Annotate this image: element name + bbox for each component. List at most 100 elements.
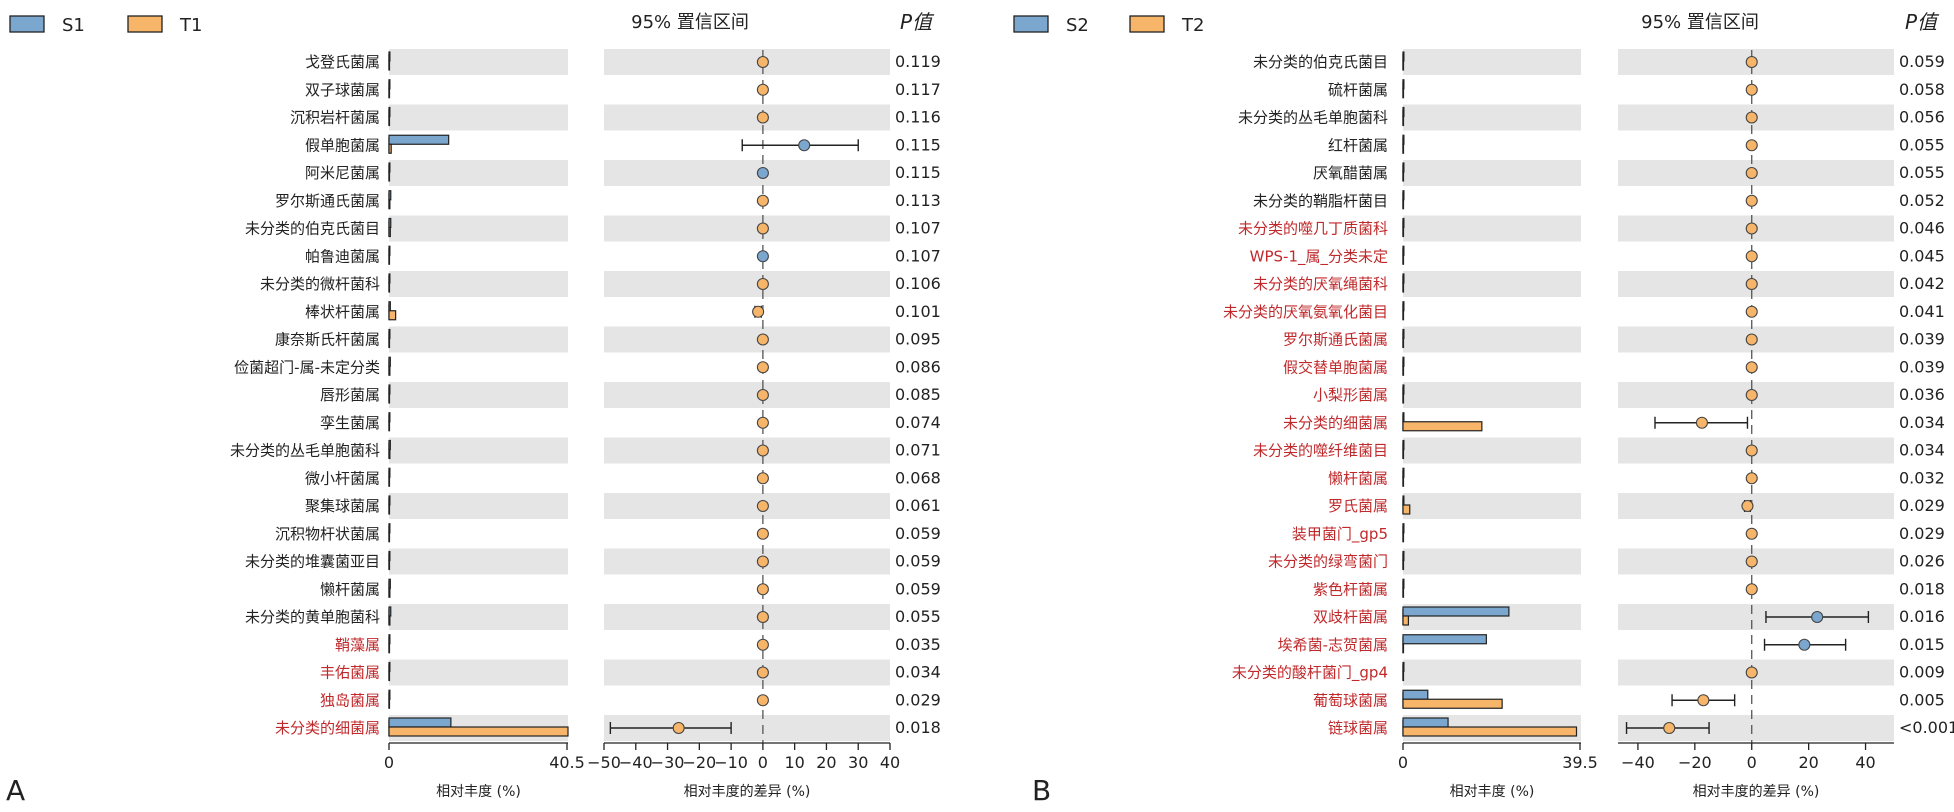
- p-value: 0.095: [895, 330, 941, 349]
- bar-t2: [1402, 643, 1405, 654]
- bar-s2: [1402, 301, 1405, 312]
- bar-t2: [1402, 365, 1405, 376]
- bar-t2: [1402, 254, 1405, 265]
- bar-t2: [1402, 282, 1405, 293]
- p-value: 0.101: [895, 302, 941, 321]
- panel-label: B: [1032, 774, 1051, 807]
- bar-s1: [388, 606, 392, 617]
- bar-t2: [1402, 476, 1405, 487]
- diff-point: [1745, 583, 1758, 596]
- diff-x-tick-label: 20: [1798, 753, 1818, 772]
- diff-point: [756, 83, 769, 96]
- diff-point: [1745, 333, 1758, 346]
- bar-t1: [388, 365, 391, 376]
- row-band: [389, 49, 568, 75]
- bar-x-tick-label: 0: [1398, 753, 1408, 772]
- bar-t1: [388, 60, 391, 71]
- diff-point: [1745, 83, 1758, 96]
- p-value: 0.005: [1899, 690, 1945, 709]
- diff-point: [1697, 694, 1710, 707]
- bar-t1: [388, 476, 391, 487]
- category-label: 未分类的伯克氏菌目: [1253, 53, 1388, 71]
- bar-s2: [1402, 550, 1405, 562]
- diff-point: [756, 361, 769, 374]
- p-value: 0.018: [895, 718, 941, 737]
- p-value: 0.086: [895, 357, 941, 376]
- row-band: [604, 437, 890, 464]
- diff-point: [756, 277, 769, 291]
- category-label: 沉积物杆状菌属: [275, 525, 380, 543]
- bar-s2: [1402, 79, 1405, 90]
- category-label: 装甲菌门_gp5: [1292, 525, 1388, 544]
- bar-s2: [1402, 717, 1449, 728]
- row-band: [1403, 548, 1581, 575]
- category-label: 懒杆菌属: [320, 580, 380, 598]
- category-label: 未分类的丛毛单胞菌科: [230, 442, 380, 460]
- bar-t1: [388, 310, 397, 321]
- p-value: 0.071: [895, 441, 941, 460]
- p-value: 0.029: [1899, 524, 1945, 543]
- row-band: [389, 104, 568, 131]
- p-value-title: P值: [900, 10, 935, 34]
- diff-point: [1798, 638, 1811, 651]
- diff-point: [1745, 166, 1758, 180]
- legend-swatch-t2: [1129, 15, 1165, 33]
- diff-point: [1745, 305, 1758, 318]
- bar-s1: [388, 51, 391, 62]
- bar-s2: [1402, 467, 1405, 478]
- diff-point: [756, 527, 769, 540]
- p-value: 0.029: [895, 690, 941, 709]
- row-band: [1403, 326, 1581, 353]
- category-label: 阿米尼菌属: [305, 164, 380, 182]
- panel-label: A: [6, 774, 25, 807]
- bar-t2: [1402, 559, 1405, 571]
- bar-t1: [388, 143, 392, 154]
- p-value: 0.107: [895, 246, 941, 265]
- bar-s2: [1402, 495, 1405, 506]
- bar-s1: [388, 106, 391, 118]
- p-value: 0.074: [895, 413, 941, 432]
- bar-s1: [388, 634, 391, 645]
- bar-s2: [1402, 245, 1405, 256]
- p-value: 0.116: [895, 108, 941, 127]
- diff-point: [756, 694, 769, 707]
- category-label: 厌氧醋菌属: [1313, 164, 1388, 182]
- category-label: 链球菌属: [1328, 719, 1388, 737]
- bar-t1: [388, 254, 391, 265]
- row-band: [604, 493, 890, 519]
- bar-t2: [1402, 421, 1483, 432]
- p-value: <0.001: [1899, 718, 1954, 737]
- category-label: 假单胞菌属: [305, 136, 380, 154]
- category-label: 红杆菌属: [1328, 136, 1388, 154]
- row-band: [604, 104, 890, 131]
- bar-s1: [388, 328, 391, 340]
- row-band: [1403, 160, 1581, 186]
- bar-s1: [388, 661, 391, 673]
- row-band: [389, 215, 568, 242]
- category-label: 未分类的绿弯菌门: [1268, 553, 1388, 571]
- p-value: 0.046: [1899, 219, 1945, 238]
- bar-s2: [1402, 106, 1405, 118]
- p-value: 0.055: [1899, 135, 1945, 154]
- bar-t2: [1402, 670, 1405, 682]
- bar-s1: [388, 550, 391, 562]
- category-label: 戈登氏菌属: [305, 53, 380, 71]
- p-value: 0.059: [895, 524, 941, 543]
- bar-t1: [388, 559, 391, 571]
- bar-s1: [388, 578, 391, 589]
- diff-x-tick-label: −20: [1678, 753, 1712, 772]
- bar-s1: [388, 717, 452, 728]
- bar-s2: [1402, 689, 1429, 700]
- diff-point: [1745, 555, 1758, 568]
- bar-s1: [388, 79, 391, 90]
- bar-t1: [388, 615, 391, 626]
- diff-point: [672, 721, 685, 735]
- p-value: 0.042: [1899, 274, 1945, 293]
- bar-s1: [388, 301, 391, 312]
- category-label: 鞘藻属: [335, 636, 380, 654]
- diff-point: [756, 55, 769, 69]
- category-label: 唇形菌属: [320, 386, 380, 404]
- bar-t1: [388, 171, 391, 182]
